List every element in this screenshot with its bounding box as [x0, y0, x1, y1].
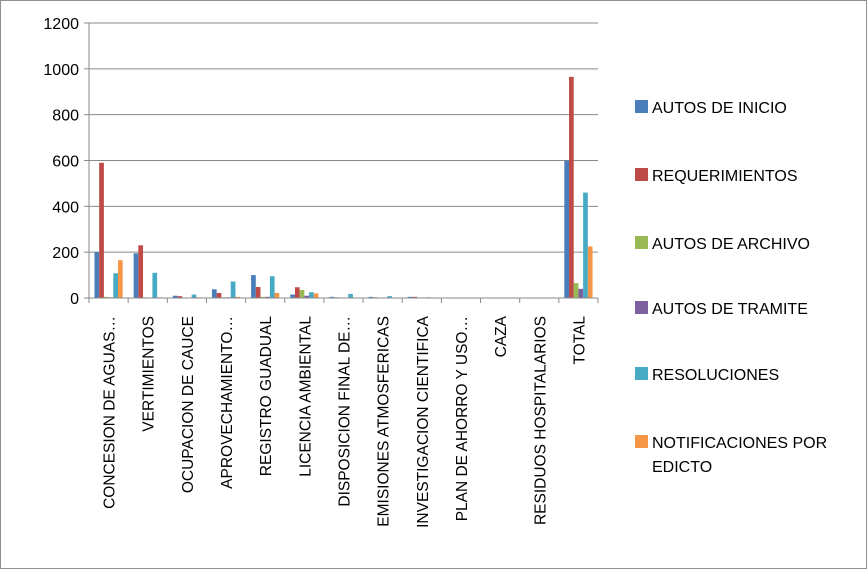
y-tick-label: 600 — [52, 154, 79, 171]
y-tick-label: 1000 — [43, 62, 79, 79]
bar — [113, 273, 118, 298]
x-tick-label: CAZA — [493, 315, 510, 357]
bar — [583, 193, 588, 298]
x-tick-label: REGISTRO GUADUAL — [258, 316, 275, 477]
bar — [217, 293, 222, 298]
bar — [231, 282, 236, 299]
bar — [588, 246, 593, 298]
bar — [99, 163, 104, 298]
x-tick-label: EMISIONES ATMOSFERICAS — [376, 316, 393, 527]
bar — [569, 77, 574, 298]
bar — [192, 295, 197, 298]
bar — [94, 252, 99, 298]
legend-swatch — [635, 301, 648, 314]
x-tick-label: PLAN DE AHORRO Y USO… — [454, 316, 471, 521]
bar — [134, 253, 139, 298]
y-tick-label: 1200 — [43, 16, 79, 33]
bar — [295, 287, 300, 298]
bar — [251, 275, 256, 298]
legend-swatch — [635, 100, 648, 113]
bar — [212, 289, 217, 298]
bar — [564, 161, 569, 299]
y-tick-label: 400 — [52, 199, 79, 216]
x-tick-label: INVESTIGACION CIENTIFICA — [415, 315, 432, 528]
bar — [348, 294, 353, 298]
bar — [138, 245, 143, 298]
bar — [578, 289, 583, 298]
x-tick-label: APROVECHAMIENTO… — [219, 316, 236, 489]
bar — [256, 287, 261, 298]
legend-swatch — [635, 236, 648, 249]
legend-swatch — [635, 367, 648, 380]
legend-swatch — [635, 435, 648, 448]
x-tick-label: OCUPACION DE CAUCE — [180, 316, 197, 493]
y-tick-label: 800 — [52, 108, 79, 125]
x-tick-label: DISPOSICION FINAL DE… — [337, 316, 354, 507]
bar — [574, 283, 579, 298]
bar — [314, 293, 319, 298]
legend-label: RESOLUCIONES — [652, 367, 779, 384]
legend-label: REQUERIMIENTOS — [652, 168, 798, 185]
legend-label: AUTOS DE INICIO — [652, 100, 787, 117]
bars — [94, 77, 592, 298]
x-tick-label: VERTIMIENTOS — [141, 316, 158, 432]
bar — [309, 292, 314, 298]
legend-label: EDICTO — [652, 459, 712, 476]
bar — [290, 295, 295, 298]
bar — [270, 276, 275, 298]
bar — [300, 290, 305, 298]
y-tick-label: 200 — [52, 245, 79, 262]
bar — [118, 260, 123, 298]
gridlines — [89, 23, 598, 252]
x-tick-label: RESIDUOS HOSPITALARIOS — [532, 316, 549, 525]
axes: 0 200 400 600 800 1000 1200 CONCESION DE AGUAS…… — [43, 16, 598, 528]
legend-label: AUTOS DE TRAMITE — [652, 301, 808, 318]
legend-label: NOTIFICACIONES POR — [652, 435, 827, 452]
x-tick-label: CONCESION DE AGUAS… — [102, 316, 119, 509]
legend-swatch — [635, 168, 648, 181]
legend-label: AUTOS DE ARCHIVO — [652, 236, 810, 253]
bar — [152, 273, 157, 298]
x-tick-label: LICENCIA AMBIENTAL — [297, 316, 314, 477]
x-tick-label: TOTAL — [571, 316, 588, 365]
y-tick-label: 0 — [70, 291, 79, 308]
bar — [275, 293, 280, 298]
legend: AUTOS DE INICIO REQUERIMIENTOS AUTOS DE AR… — [635, 100, 827, 476]
